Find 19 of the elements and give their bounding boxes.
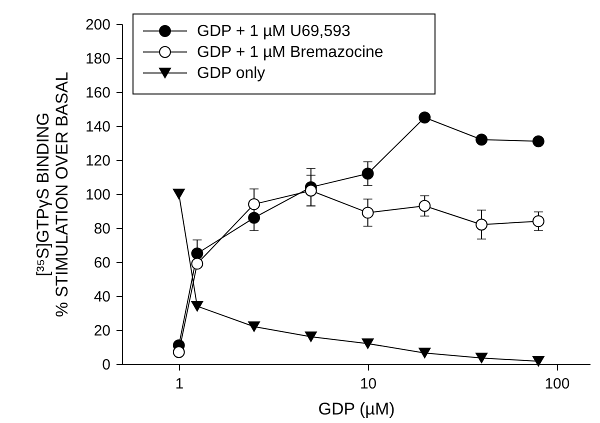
- legend-label: GDP + 1 µM Bremazocine: [197, 44, 384, 61]
- x-tick-label: 1: [175, 376, 184, 392]
- y-tick-label: 60: [94, 254, 110, 272]
- y-tick-label: 120: [85, 152, 110, 170]
- y-tick-label: 0: [102, 356, 110, 374]
- legend-label: GDP + 1 µM U69,593: [197, 23, 351, 40]
- x-tick-label: 100: [544, 376, 570, 392]
- y-tick-label: 80: [94, 220, 110, 238]
- y-tick-label: 20: [94, 322, 110, 340]
- y-tick-label: 100: [85, 186, 110, 204]
- x-axis-title: GDP (µM): [318, 400, 395, 418]
- y-axis-title: [³⁵S]GTPγS BINDING % STIMULATION OVER BASAL: [33, 72, 72, 318]
- x-tick-label: 10: [360, 376, 377, 392]
- y-tick-label: 180: [85, 50, 110, 68]
- y-tick-label: 140: [85, 118, 110, 136]
- y-tick-label: 200: [85, 16, 110, 34]
- legend-label: GDP only: [197, 65, 266, 82]
- y-tick-label: 160: [85, 84, 110, 102]
- y-tick-label: 40: [94, 288, 110, 306]
